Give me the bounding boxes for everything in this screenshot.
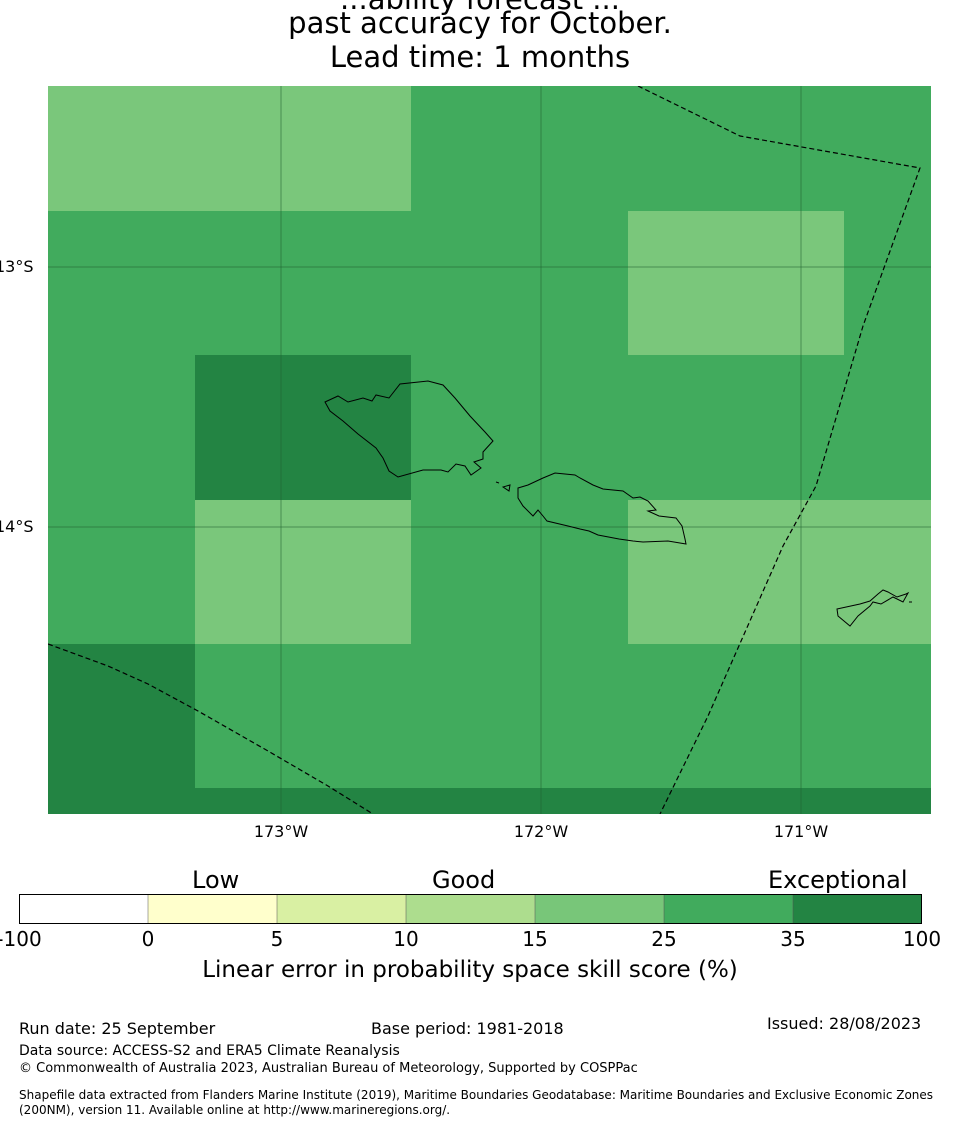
lat-label-14: 14°S bbox=[0, 517, 34, 536]
cell-light bbox=[48, 86, 411, 211]
base-period: Base period: 1981-2018 bbox=[371, 1019, 564, 1038]
colorbar-category-low: Low bbox=[192, 866, 240, 894]
colorbar-segment bbox=[19, 894, 149, 924]
colorbar-category-good: Good bbox=[432, 866, 496, 894]
coastlines bbox=[324, 380, 912, 627]
island-savaii bbox=[324, 380, 494, 478]
shapefile-credit-line-2: (200NM), version 11. Available online at… bbox=[19, 1103, 451, 1117]
colorbar-tick-label: -100 bbox=[0, 927, 42, 951]
run-date: Run date: 25 September bbox=[19, 1019, 216, 1038]
cell-light bbox=[628, 211, 844, 355]
colorbar-segment bbox=[663, 894, 794, 924]
island-upolu bbox=[517, 472, 687, 545]
lon-label-172: 172°W bbox=[513, 822, 569, 841]
colorbar-tick-label: 25 bbox=[651, 927, 677, 951]
colorbar-tick-label: 35 bbox=[780, 927, 806, 951]
cell-light bbox=[195, 500, 411, 644]
colorbar-tick-label: 0 bbox=[141, 927, 155, 951]
cell-light bbox=[628, 500, 931, 644]
shapefile-credit-line-1: Shapefile data extracted from Flanders M… bbox=[19, 1088, 934, 1102]
colorbar-segments bbox=[19, 894, 922, 924]
graticule bbox=[48, 86, 931, 814]
title-line-2: past accuracy for October. bbox=[288, 6, 672, 40]
colorbar-segment bbox=[534, 894, 665, 924]
colorbar-segment bbox=[792, 894, 922, 924]
cell-dark bbox=[195, 355, 411, 500]
title-line-3: Lead time: 1 months bbox=[329, 40, 631, 74]
colorbar bbox=[19, 894, 922, 924]
cell-dark bbox=[195, 788, 931, 814]
lon-label-173: 173°W bbox=[253, 822, 309, 841]
colorbar-category-exceptional: Exceptional bbox=[768, 866, 908, 894]
colorbar-segment bbox=[405, 894, 536, 924]
issued-date: Issued: 28/08/2023 bbox=[767, 1014, 922, 1033]
skill-cells bbox=[48, 86, 931, 814]
colorbar-tick-label: 10 bbox=[393, 927, 419, 951]
cell-dark bbox=[48, 644, 195, 814]
colorbar-tick-label: 5 bbox=[270, 927, 284, 951]
copyright: © Commonwealth of Australia 2023, Austra… bbox=[19, 1061, 638, 1076]
skill-map bbox=[48, 86, 931, 814]
island-apolima bbox=[495, 481, 500, 484]
lon-label-171: 171°W bbox=[773, 822, 829, 841]
eez-boundary-east bbox=[637, 86, 921, 814]
colorbar-tick-label: 100 bbox=[902, 927, 942, 951]
eez-boundary-west bbox=[48, 643, 374, 814]
lat-label-13: 13°S bbox=[0, 257, 34, 276]
colorbar-segment bbox=[147, 894, 278, 924]
island-tutuila bbox=[836, 589, 910, 627]
data-source: Data source: ACCESS-S2 and ERA5 Climate … bbox=[19, 1043, 400, 1059]
colorbar-segment bbox=[276, 894, 407, 924]
island-manono bbox=[501, 484, 511, 492]
colorbar-label: Linear error in probability space skill … bbox=[202, 957, 738, 983]
colorbar-frame bbox=[19, 894, 922, 924]
eez-boundaries bbox=[48, 86, 921, 814]
colorbar-tick-label: 15 bbox=[522, 927, 548, 951]
title-line-1: ...ability forecast ... bbox=[0, 0, 960, 16]
